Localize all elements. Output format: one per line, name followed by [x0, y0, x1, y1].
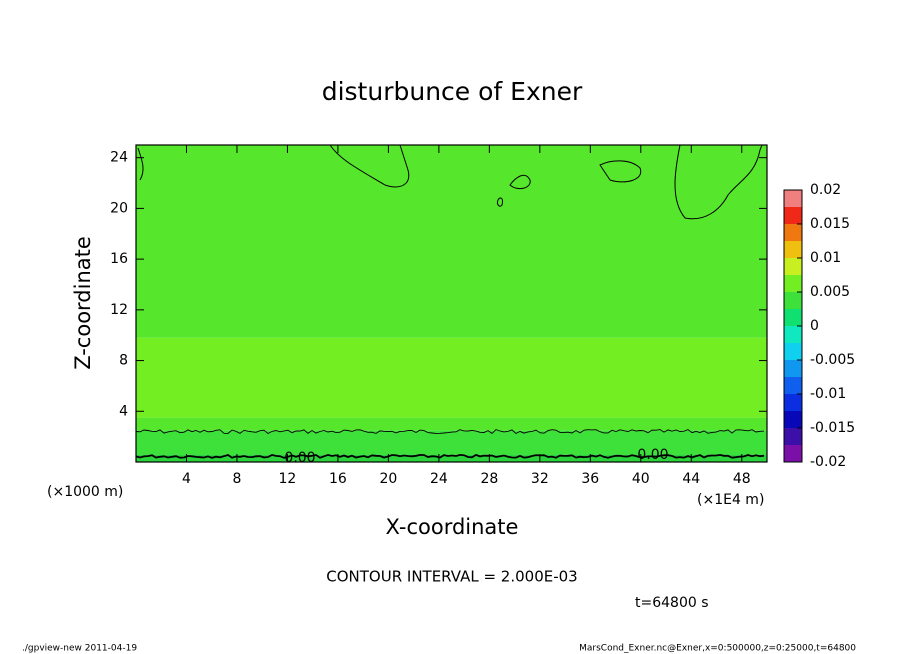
- plot-frame: [135, 144, 768, 463]
- colorbar-tick-label: 0.005: [810, 284, 850, 300]
- x-tick-label: 8: [232, 471, 241, 487]
- colorbar-swatch: [784, 224, 802, 241]
- y-tick-label: 20: [110, 200, 128, 216]
- contour-band: [136, 417, 767, 431]
- y-tick-label: 16: [110, 251, 128, 267]
- contour-band: [136, 337, 767, 418]
- contour-band: [136, 145, 767, 338]
- colorbar-tick-label: -0.015: [810, 420, 855, 436]
- x-tick-label: 40: [632, 471, 650, 487]
- colorbar-swatch: [784, 326, 802, 343]
- contour-line: [674, 144, 763, 220]
- contour-line: [497, 197, 503, 207]
- colorbar-swatch: [784, 411, 802, 428]
- footer-right: MarsCond_Exner.nc@Exner,x=0:500000,z=0:2…: [579, 644, 856, 654]
- colorbar-swatch: [784, 292, 802, 309]
- contour-line: [599, 160, 642, 183]
- colorbar-tick-label: 0.015: [810, 216, 850, 232]
- y-unit-label: (×1000 m): [47, 484, 123, 500]
- x-unit-label: (×1E4 m): [697, 492, 764, 508]
- time-label: t=64800 s: [635, 595, 709, 611]
- y-tick-label: 12: [110, 302, 128, 318]
- x-tick-label: 44: [682, 471, 700, 487]
- x-tick-label: 4: [182, 471, 191, 487]
- colorbar-swatch: [784, 428, 802, 445]
- x-tick-label: 24: [430, 471, 448, 487]
- contour-line: [135, 453, 765, 459]
- colorbar-swatch: [784, 445, 802, 462]
- colorbar-tick-label: -0.005: [810, 352, 855, 368]
- colorbar-swatch: [784, 360, 802, 377]
- contour-line: [137, 147, 144, 181]
- x-tick-label: 16: [329, 471, 347, 487]
- colorbar-swatch: [784, 275, 802, 292]
- contour-line: [329, 144, 410, 188]
- x-tick-label: 32: [531, 471, 549, 487]
- x-tick-label: 12: [279, 471, 297, 487]
- x-axis-label: X-coordinate: [386, 515, 519, 539]
- y-axis-label: Z-coordinate: [71, 236, 95, 370]
- colorbar-swatch: [784, 258, 802, 275]
- colorbar-tick-label: 0.01: [810, 250, 841, 266]
- colorbar-swatch: [784, 394, 802, 411]
- colorbar-swatch: [784, 343, 802, 360]
- colorbar-tick-label: -0.02: [810, 454, 846, 470]
- contour-band: [136, 430, 767, 455]
- colorbar-swatch: [784, 241, 802, 258]
- colorbar-swatch: [784, 309, 802, 326]
- colorbar-swatch: [784, 207, 802, 224]
- footer-left: ./gpview-new 2011-04-19: [22, 644, 137, 654]
- contour-line: [509, 174, 531, 190]
- contour-interval: CONTOUR INTERVAL = 2.000E-03: [326, 568, 577, 586]
- y-tick-label: 24: [110, 150, 128, 166]
- colorbar-swatch: [784, 377, 802, 394]
- colorbar-tick-label: 0.02: [810, 182, 841, 198]
- x-tick-label: 20: [379, 471, 397, 487]
- y-tick-label: 8: [119, 353, 128, 369]
- contour-label: 0.00: [637, 447, 668, 463]
- contour-line: [135, 429, 765, 435]
- x-tick-label: 28: [480, 471, 498, 487]
- colorbar-swatch: [784, 190, 802, 207]
- chart-title: disturbunce of Exner: [322, 77, 583, 106]
- contour-label: 0.00: [284, 450, 315, 466]
- y-tick-label: 4: [119, 403, 128, 419]
- contour-band: [136, 454, 767, 462]
- x-tick-label: 36: [581, 471, 599, 487]
- x-tick-label: 48: [733, 471, 751, 487]
- colorbar-tick-label: -0.01: [810, 386, 846, 402]
- colorbar-tick-label: 0: [810, 318, 819, 334]
